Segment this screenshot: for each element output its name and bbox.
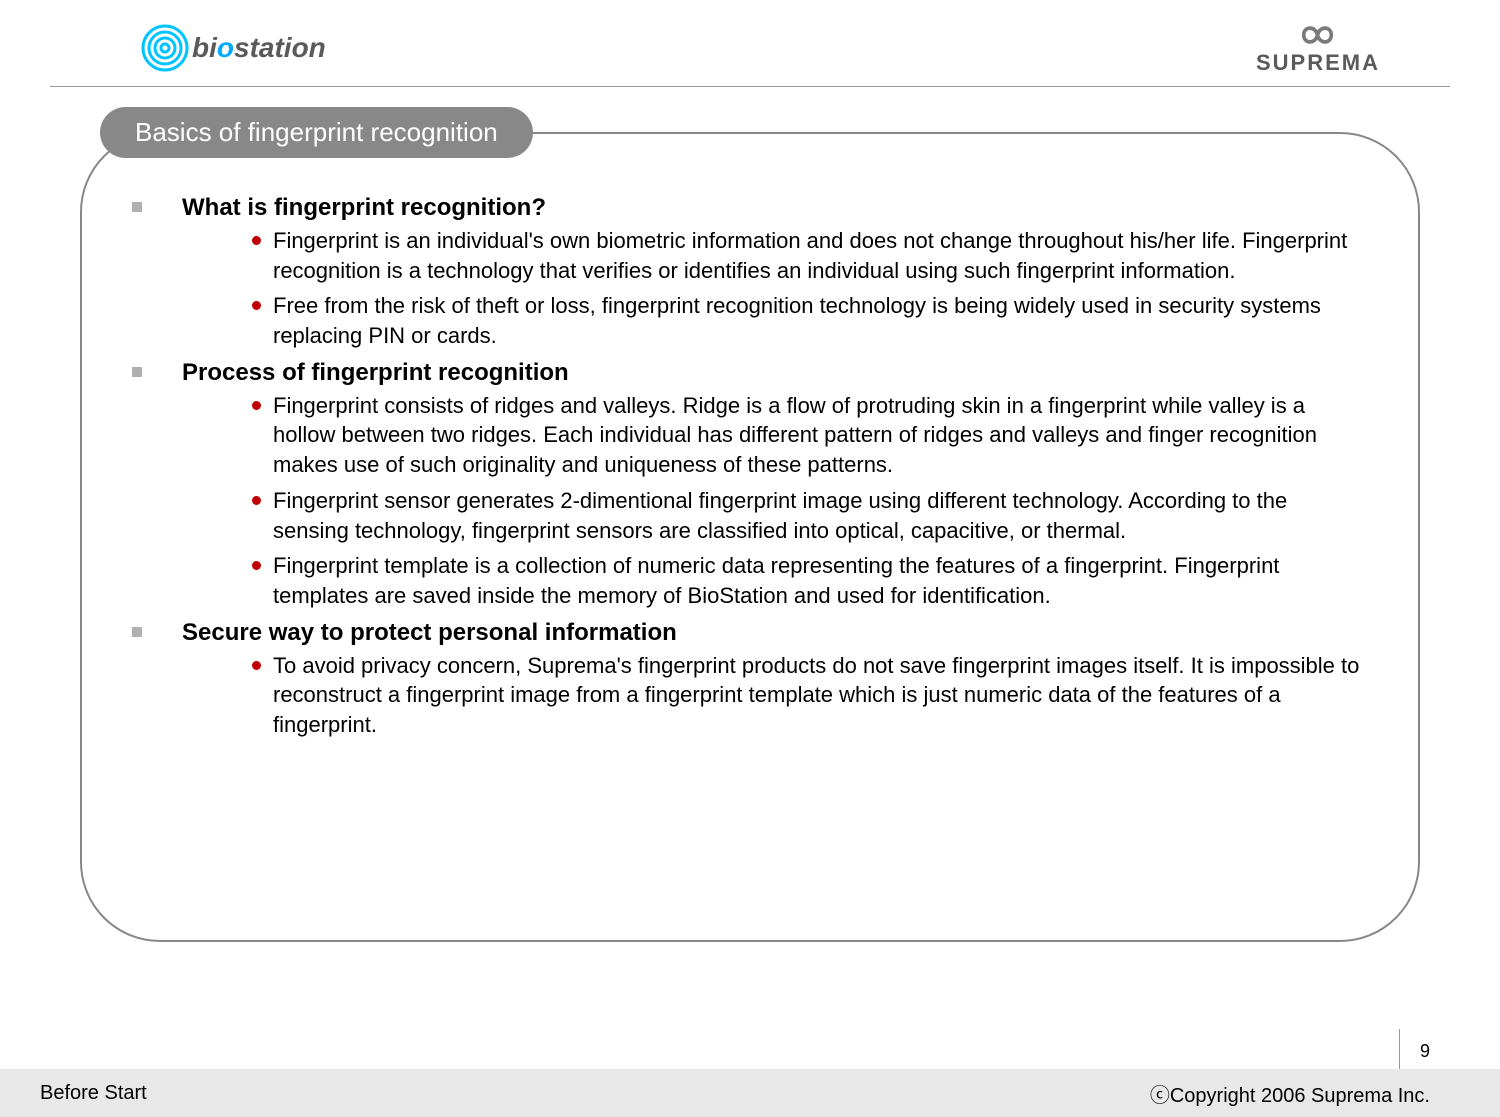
page-number: 9 (1420, 1041, 1430, 1062)
footer: Before Start ⓒCopyright 2006 Suprema Inc… (0, 1069, 1500, 1117)
footer-right: ⓒCopyright 2006 Suprema Inc. (1150, 1079, 1430, 1108)
section: Process of fingerprint recognition (132, 359, 1368, 387)
page-title: Basics of fingerprint recognition (100, 107, 533, 158)
item-text: Fingerprint consists of ridges and valle… (273, 391, 1368, 480)
list-item: Free from the risk of theft or loss, fin… (252, 291, 1368, 350)
logo-suprema: SUPREMA (1256, 20, 1380, 76)
item-text: Free from the risk of theft or loss, fin… (273, 291, 1368, 350)
section: Secure way to protect personal informati… (132, 619, 1368, 647)
list-item: To avoid privacy concern, Suprema's fing… (252, 651, 1368, 740)
dot-bullet-icon (252, 301, 261, 310)
dot-bullet-icon (252, 236, 261, 245)
swirl-icon (140, 23, 190, 73)
list-item: Fingerprint consists of ridges and valle… (252, 391, 1368, 480)
sub-list: Fingerprint consists of ridges and valle… (252, 391, 1368, 611)
logo-pre: bi (192, 32, 217, 63)
sub-list: Fingerprint is an individual's own biome… (252, 226, 1368, 351)
dot-bullet-icon (252, 401, 261, 410)
section-heading: What is fingerprint recognition? (182, 194, 546, 222)
item-text: To avoid privacy concern, Suprema's fing… (273, 651, 1368, 740)
infinity-icon (1290, 20, 1345, 50)
logo-o: o (217, 32, 234, 63)
section-heading: Process of fingerprint recognition (182, 359, 569, 387)
header: biostation SUPREMA (50, 0, 1450, 87)
sub-list: To avoid privacy concern, Suprema's fing… (252, 651, 1368, 740)
list-item: Fingerprint sensor generates 2-dimention… (252, 486, 1368, 545)
section: What is fingerprint recognition? (132, 194, 1368, 222)
footer-left: Before Start (40, 1082, 147, 1105)
suprema-text: SUPREMA (1256, 50, 1380, 76)
list-item: Fingerprint is an individual's own biome… (252, 226, 1368, 285)
footer-divider (1399, 1029, 1400, 1069)
logo-post: station (234, 32, 326, 63)
square-bullet-icon (132, 367, 142, 377)
section-heading: Secure way to protect personal informati… (182, 619, 677, 647)
dot-bullet-icon (252, 561, 261, 570)
dot-bullet-icon (252, 496, 261, 505)
item-text: Fingerprint is an individual's own biome… (273, 226, 1368, 285)
logo-biostation: biostation (140, 23, 326, 73)
square-bullet-icon (132, 202, 142, 212)
item-text: Fingerprint template is a collection of … (273, 551, 1368, 610)
square-bullet-icon (132, 627, 142, 637)
content-wrap: Basics of fingerprint recognition What i… (80, 117, 1420, 947)
item-text: Fingerprint sensor generates 2-dimention… (273, 486, 1368, 545)
content-box: What is fingerprint recognition? Fingerpr… (80, 132, 1420, 942)
list-item: Fingerprint template is a collection of … (252, 551, 1368, 610)
sections-host: What is fingerprint recognition? Fingerpr… (132, 194, 1368, 740)
logo-text: biostation (192, 32, 326, 64)
dot-bullet-icon (252, 661, 261, 670)
